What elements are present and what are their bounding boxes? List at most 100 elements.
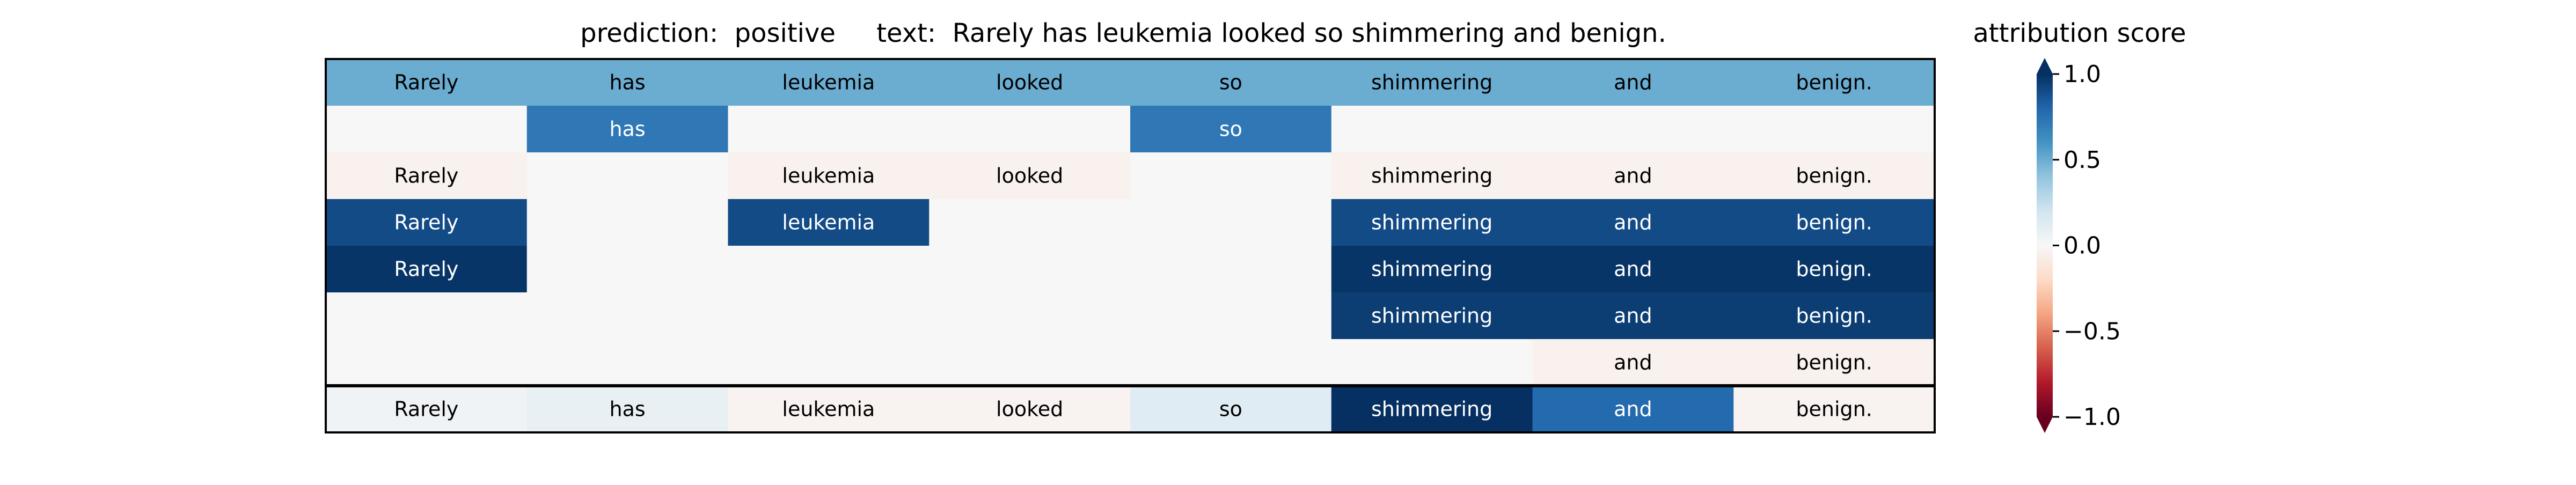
row-0-token-3: looked <box>996 71 1063 94</box>
row-4-cell-7 <box>1733 246 1935 292</box>
row-3-token-7: benign. <box>1796 211 1872 234</box>
chart-title: prediction: positive text: Rarely has le… <box>580 18 1666 48</box>
row-3-cell-7 <box>1733 199 1935 246</box>
row-1-cell-0 <box>326 106 528 152</box>
row-6-token-6: and <box>1614 351 1652 374</box>
row-6-cell-0 <box>326 339 528 386</box>
row-5-cell-4 <box>1130 292 1332 339</box>
row-0-cell-0 <box>326 59 528 106</box>
summary-row-token-5: shimmering <box>1371 398 1492 421</box>
row-6-cell-2 <box>728 339 930 386</box>
summary-row-cell-2 <box>728 386 930 432</box>
row-6-cell-1 <box>526 339 729 386</box>
summary-row-token-4: so <box>1219 398 1242 421</box>
row-5-cell-5 <box>1331 292 1533 339</box>
summary-row-token-3: looked <box>996 398 1063 421</box>
row-2-cell-4 <box>1130 152 1332 199</box>
row-1-token-4: so <box>1219 117 1242 141</box>
row-5-cell-6 <box>1532 292 1734 339</box>
row-0-token-6: and <box>1614 71 1652 94</box>
row-4-cell-6 <box>1532 246 1734 292</box>
summary-row-token-6: and <box>1614 398 1652 421</box>
row-6-token-7: benign. <box>1796 351 1872 374</box>
row-3-cell-1 <box>526 199 729 246</box>
row-1-cell-4 <box>1130 106 1332 152</box>
summary-row-cell-3 <box>929 386 1131 432</box>
row-2-token-3: looked <box>996 164 1063 188</box>
row-6-cell-6 <box>1532 339 1734 386</box>
row-1-cell-2 <box>728 106 930 152</box>
heatmap-frame <box>325 58 1936 433</box>
row-3-token-0: Rarely <box>394 211 458 234</box>
summary-row-cell-1 <box>526 386 729 432</box>
row-0-token-7: benign. <box>1796 71 1872 94</box>
row-1-cell-6 <box>1532 106 1734 152</box>
colorbar-extend-top <box>2037 58 2053 74</box>
row-4-token-5: shimmering <box>1371 258 1492 281</box>
colorbar-extend-bottom <box>2037 417 2053 433</box>
row-5-cell-0 <box>326 292 528 339</box>
row-6-cell-4 <box>1130 339 1332 386</box>
row-2-cell-0 <box>326 152 528 199</box>
row-0-cell-3 <box>929 59 1131 106</box>
colorbar: 1.0 0.5 0.0 −0.5 −1.0 <box>2037 58 2121 433</box>
row-2-token-2: leukemia <box>782 164 875 188</box>
row-2-cell-7 <box>1733 152 1935 199</box>
colorbar-tick-label-1: 0.5 <box>2063 146 2101 174</box>
row-6-cell-3 <box>929 339 1131 386</box>
row-1-cell-5 <box>1331 106 1533 152</box>
row-0-cell-5 <box>1331 59 1533 106</box>
row-1-cell-7 <box>1733 106 1935 152</box>
row-0-token-5: shimmering <box>1371 71 1492 94</box>
row-1-cell-3 <box>929 106 1131 152</box>
summary-row-token-7: benign. <box>1796 398 1872 421</box>
row-4-cell-0 <box>326 246 528 292</box>
row-2-cell-6 <box>1532 152 1734 199</box>
colorbar-tick-label-3: −0.5 <box>2063 318 2121 345</box>
colorbar-gradient <box>2037 74 2053 417</box>
colorbar-label: attribution score <box>1973 18 2186 48</box>
row-5-cell-7 <box>1733 292 1935 339</box>
summary-row-cell-5 <box>1331 386 1533 432</box>
row-0-token-0: Rarely <box>394 71 458 94</box>
row-3-cell-2 <box>728 199 930 246</box>
row-3-cell-6 <box>1532 199 1734 246</box>
row-4-cell-4 <box>1130 246 1332 292</box>
summary-row-cell-6 <box>1532 386 1734 432</box>
row-5-token-5: shimmering <box>1371 304 1492 328</box>
colorbar-tick-label-0: 1.0 <box>2063 61 2101 88</box>
row-3-token-6: and <box>1614 211 1652 234</box>
row-2-token-0: Rarely <box>394 164 458 188</box>
row-0-token-4: so <box>1219 71 1242 94</box>
summary-row-token-1: has <box>610 398 646 421</box>
summary-row-token-2: leukemia <box>782 398 875 421</box>
row-2-token-5: shimmering <box>1371 164 1492 188</box>
row-4-cell-5 <box>1331 246 1533 292</box>
row-0-token-1: has <box>610 71 646 94</box>
summary-row-cell-7 <box>1733 386 1935 432</box>
row-0-cell-1 <box>526 59 729 106</box>
row-3-token-5: shimmering <box>1371 211 1492 234</box>
colorbar-tick-label-4: −1.0 <box>2063 403 2121 431</box>
row-3-cell-4 <box>1130 199 1332 246</box>
row-2-cell-5 <box>1331 152 1533 199</box>
row-5-cell-1 <box>526 292 729 339</box>
row-5-cell-2 <box>728 292 930 339</box>
row-6-cell-7 <box>1733 339 1935 386</box>
heatmap-grid: Rarely has leukemia looked so shimmering and be… <box>325 58 1936 433</box>
row-3-cell-3 <box>929 199 1131 246</box>
row-1-token-1: has <box>610 117 646 141</box>
row-5-token-7: benign. <box>1796 304 1872 328</box>
row-2-cell-1 <box>526 152 729 199</box>
row-4-cell-3 <box>929 246 1131 292</box>
row-4-cell-1 <box>526 246 729 292</box>
row-4-token-7: benign. <box>1796 258 1872 281</box>
row-6-cell-5 <box>1331 339 1533 386</box>
row-1-cell-1 <box>526 106 729 152</box>
row-0-cell-4 <box>1130 59 1332 106</box>
row-2-cell-2 <box>728 152 930 199</box>
row-3-cell-0 <box>326 199 528 246</box>
summary-row-cell-4 <box>1130 386 1332 432</box>
